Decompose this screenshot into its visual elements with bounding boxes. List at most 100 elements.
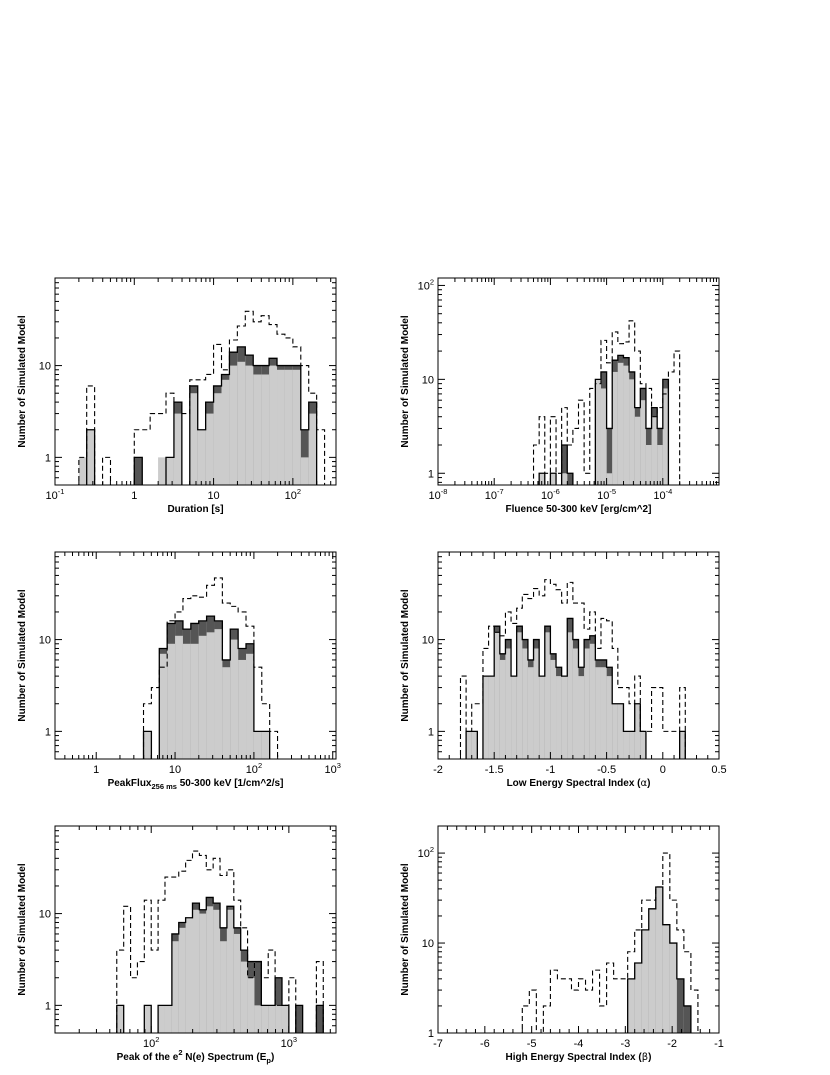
dark-histogram-bar (254, 961, 262, 1033)
light-histogram-bar (159, 653, 168, 759)
light-histogram-bar (561, 473, 568, 485)
y-tick-label: 1 (428, 468, 434, 480)
light-histogram-bar (222, 667, 231, 759)
solid-histogram-outline (465, 617, 686, 759)
light-histogram-bar (220, 941, 227, 1033)
light-histogram-bar (206, 906, 214, 1033)
light-histogram-bar (533, 648, 540, 759)
light-histogram-bar (600, 667, 607, 759)
x-tick-label: 10-7 (485, 487, 504, 502)
x-tick-label: 10-4 (653, 487, 672, 502)
light-histogram-bar (144, 1005, 152, 1033)
y-tick-label: 1 (45, 726, 51, 738)
x-tick-label: -3 (620, 1038, 630, 1050)
light-histogram-bar (178, 927, 186, 1033)
light-histogram-bar (233, 933, 241, 1033)
light-histogram-bar (634, 962, 642, 1033)
light-histogram-bar (466, 731, 472, 759)
light-histogram-bar (657, 444, 663, 485)
histogram-panel-1: 10-1 1 10 102 1 10 Number of Simulated Model Du… (17, 277, 337, 515)
y-axis-label: Number of Simulated Model (400, 315, 411, 447)
dashed-histogram-outline (459, 579, 686, 759)
y-tick-label: 1 (45, 452, 51, 464)
light-histogram-bar (261, 1005, 269, 1033)
x-tick-label: 1 (131, 490, 137, 502)
x-tick-label: -7 (433, 1038, 443, 1050)
light-histogram-bar (308, 413, 317, 485)
light-histogram-bar (245, 365, 254, 485)
light-histogram-bar (677, 1033, 684, 1053)
dark-histogram-bar (683, 1005, 691, 1033)
histogram-panel-3: 1 10 102 103 1 10 Number of Simulated Model Pea… (17, 551, 341, 791)
y-tick-label: 10 (422, 635, 434, 647)
light-histogram-bar (634, 703, 641, 759)
light-histogram-bar (78, 457, 87, 485)
light-histogram-bar (206, 632, 215, 759)
y-tick-label: 10 (422, 374, 434, 386)
light-histogram-bar (158, 457, 167, 485)
light-histogram-bar (556, 676, 562, 759)
light-histogram-bar (606, 473, 613, 485)
light-histogram-bar (190, 643, 199, 759)
light-histogram-bar (511, 676, 517, 759)
light-histogram-bar (640, 400, 646, 485)
light-histogram-bar (164, 1005, 172, 1033)
x-tick-label: 103 (325, 761, 341, 776)
light-histogram-bar (213, 909, 221, 1033)
light-histogram-bar (237, 361, 246, 485)
light-histogram-bar (539, 676, 545, 759)
light-histogram-bar (171, 941, 179, 1033)
light-histogram-bar (471, 731, 478, 759)
light-histogram-bar (527, 667, 534, 759)
light-histogram-bar (584, 648, 590, 759)
light-histogram-bar (277, 369, 285, 485)
x-tick-label: 10-5 (597, 487, 616, 502)
light-histogram-bar (229, 365, 238, 485)
y-tick-label: 1 (428, 1028, 434, 1040)
light-histogram-bar (238, 659, 247, 759)
light-histogram-bar (567, 632, 573, 759)
light-histogram-bar (662, 388, 669, 485)
light-histogram-bar (612, 703, 618, 759)
dark-histogram-bar (561, 444, 568, 485)
light-histogram-bar (645, 444, 652, 485)
light-histogram-bar (669, 943, 677, 1033)
dark-histogram-bar (676, 978, 684, 1033)
light-histogram-bar (247, 977, 255, 1033)
dashed-histogram-outline (532, 320, 681, 485)
light-histogram-bar (595, 667, 601, 759)
light-histogram-bar (505, 648, 512, 759)
light-histogram-bar (482, 676, 489, 759)
light-histogram-bar (578, 676, 585, 759)
light-histogram-bar (261, 731, 270, 759)
histogram-panel-5: 102 103 1 10 Number of Simulated Model Peak o… (17, 825, 337, 1065)
light-histogram-bar (214, 629, 223, 759)
x-axis-label: Fluence 50-300 keV [erg/cm^2] (506, 504, 652, 515)
y-tick-label: 10 (422, 938, 434, 950)
light-histogram-bar (623, 365, 630, 485)
x-tick-label: 10-8 (429, 487, 448, 502)
y-tick-label: 10 (39, 635, 51, 647)
x-tick-label: -4 (574, 1038, 584, 1050)
light-histogram-bar (189, 393, 198, 485)
light-histogram-bar (648, 908, 656, 1033)
light-histogram-bar (499, 659, 506, 759)
light-histogram-bar (175, 635, 183, 759)
y-tick-label: 1 (428, 726, 434, 738)
x-axis-label: Peak of the e2 N(e) Spectrum (Ep) (117, 1048, 275, 1065)
light-histogram-bar (166, 457, 174, 485)
light-histogram-bar (600, 388, 607, 485)
axes-frame (437, 277, 720, 486)
y-tick-label: 1 (45, 1000, 51, 1012)
light-histogram-bar (254, 1005, 262, 1033)
light-histogram-bar (192, 909, 200, 1033)
light-histogram-bar (205, 413, 214, 485)
light-histogram-bar (253, 731, 262, 759)
dashed-histogram-outline (78, 310, 326, 485)
light-histogram-bar (182, 643, 191, 759)
x-tick-label: -6 (480, 1038, 490, 1050)
plot-area (142, 577, 279, 759)
x-tick-label: 1 (93, 764, 99, 776)
x-tick-label: -0.5 (597, 764, 616, 776)
